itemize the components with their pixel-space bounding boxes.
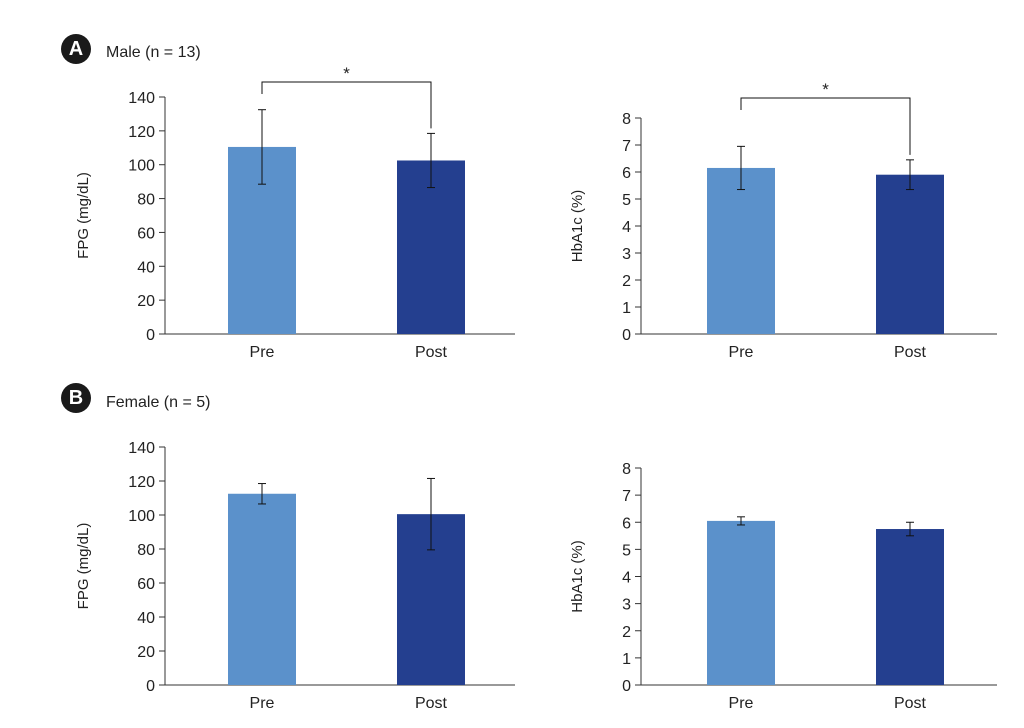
- chart-1-y-tick-label: 120: [128, 124, 155, 141]
- chart-1-y-tick-label: 20: [137, 293, 155, 310]
- chart-3-y-tick-label: 20: [137, 644, 155, 661]
- chart-4-bar-pre: [707, 520, 775, 685]
- chart-4-y-tick-label: 5: [622, 542, 631, 559]
- chart-4-y-tick-label: 3: [622, 597, 631, 614]
- chart-2-x-tick-label: Post: [894, 344, 927, 361]
- chart-1-significance-marker: *: [343, 64, 350, 83]
- chart-1-x-tick-label: Post: [415, 344, 448, 361]
- chart-2-y-tick-label: 5: [622, 192, 631, 209]
- chart-4-y-tick-label: 2: [622, 624, 631, 641]
- chart-3-x-tick-label: Pre: [250, 695, 275, 712]
- chart-4-x-tick-label: Pre: [729, 695, 754, 712]
- chart-4-y-tick-label: 7: [622, 488, 631, 505]
- chart-1-bar-post: [397, 160, 465, 334]
- chart-2-y-axis-label: HbA1c (%): [569, 190, 586, 263]
- chart-1-y-tick-label: 80: [137, 192, 155, 209]
- chart-2-y-tick-label: 8: [622, 111, 631, 128]
- chart-3-y-tick-label: 120: [128, 474, 155, 491]
- chart-2-y-tick-label: 4: [622, 219, 631, 236]
- panel-b-title: Female (n = 5): [106, 394, 211, 411]
- chart-2-bar-pre: [707, 167, 775, 334]
- chart-2-significance-bracket: [740, 97, 911, 155]
- chart-1-y-tick-label: 100: [128, 158, 155, 175]
- chart-1-significance-bracket: [261, 81, 432, 129]
- chart-3-y-tick-label: 0: [146, 678, 155, 695]
- chart-3-y-tick-label: 140: [128, 440, 155, 457]
- chart-2-y-tick-label: 1: [622, 300, 631, 317]
- chart-3-y-tick-label: 40: [137, 610, 155, 627]
- chart-2-y-tick-label: 0: [622, 327, 631, 344]
- chart-2-y-tick-label: 3: [622, 246, 631, 263]
- chart-2-y-tick-label: 2: [622, 273, 631, 290]
- chart-1-y-tick-label: 0: [146, 327, 155, 344]
- panel-a-title: Male (n = 13): [106, 44, 201, 61]
- chart-4-x-tick-label: Post: [894, 695, 927, 712]
- chart-2-x-tick-label: Pre: [729, 344, 754, 361]
- chart-4-y-tick-label: 4: [622, 570, 631, 587]
- chart-3-y-axis-label: FPG (mg/dL): [75, 523, 92, 610]
- chart-4-y-tick-label: 1: [622, 651, 631, 668]
- panel-a-badge: A: [61, 34, 91, 64]
- chart-2-y-tick-label: 6: [622, 165, 631, 182]
- chart-4-y-axis-label: HbA1c (%): [569, 540, 586, 613]
- chart-1-y-axis-label: FPG (mg/dL): [75, 172, 92, 259]
- chart-2-significance-marker: *: [822, 80, 829, 99]
- chart-1-y-tick-label: 40: [137, 259, 155, 276]
- panel-b-badge: B: [61, 383, 91, 413]
- chart-1-y-tick-label: 60: [137, 225, 155, 242]
- chart-3-y-tick-label: 60: [137, 576, 155, 593]
- chart-3-bar-pre: [228, 493, 296, 685]
- chart-1-x-tick-label: Pre: [250, 344, 275, 361]
- chart-4-bar-post: [876, 529, 944, 685]
- chart-3-x-tick-label: Post: [415, 695, 448, 712]
- chart-1-y-tick-label: 140: [128, 90, 155, 107]
- chart-3-y-tick-label: 100: [128, 508, 155, 525]
- chart-2-y-tick-label: 7: [622, 138, 631, 155]
- chart-2-bar-post: [876, 174, 944, 334]
- chart-4-y-tick-label: 6: [622, 515, 631, 532]
- chart-4-y-tick-label: 0: [622, 678, 631, 695]
- chart-3-y-tick-label: 80: [137, 542, 155, 559]
- chart-4-y-tick-label: 8: [622, 461, 631, 478]
